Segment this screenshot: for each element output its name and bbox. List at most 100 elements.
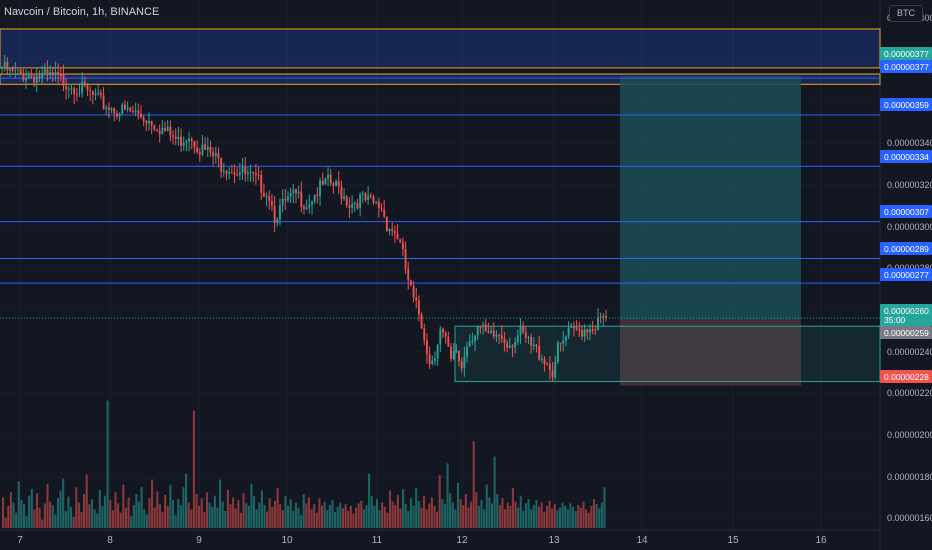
volume-bar [90,499,93,528]
candle-body [337,181,340,187]
volume-bar [498,505,501,528]
candle-body [185,141,188,143]
volume-bar [315,512,318,528]
range-box [454,325,881,383]
volume-bar [585,509,588,528]
volume-bar [517,507,520,528]
volume-bar [603,487,606,528]
candle-body [150,120,153,126]
x-tick-label: 8 [107,535,113,546]
volume-bar [545,505,548,528]
candle-body [180,136,182,146]
candle-body [35,75,38,83]
candle-body [228,172,231,174]
volume-bar [404,504,407,528]
candle-body [551,370,554,378]
price-marker-label: 0.00000377 [884,62,929,72]
candle-body [51,72,54,76]
symbol-header: Navcoin / Bitcoin, 1h, BINANCE [4,6,160,18]
volume-bar [509,505,512,528]
candle-body [295,189,297,194]
candle-body [305,207,308,210]
price-marker: 0.00000334 [880,150,932,163]
candle-body [57,71,60,75]
candle-body [356,202,359,209]
volume-bar [598,508,601,528]
candle-body [602,315,605,319]
candle-body [193,141,196,148]
x-tick-label: 13 [548,535,560,546]
candle-body [450,346,452,359]
candle-body [385,216,388,232]
volume-bar [334,511,337,528]
price-marker-bg [880,326,932,339]
currency-button[interactable]: BTC [889,5,923,22]
candle-body [538,346,541,360]
candle-body [492,330,495,337]
candle-body [361,193,364,195]
candle-body [94,93,97,95]
volume-bar [569,503,572,528]
target-zone [620,76,801,321]
volume-bar [331,499,334,528]
volume-bar [75,487,78,528]
candle-body [110,108,113,111]
volume-bar [415,488,418,528]
volume-bar [530,509,533,528]
candle-body [581,330,583,337]
x-tick-label: 15 [727,535,739,546]
volume-bar [205,492,209,528]
volume-bar [164,494,167,528]
volume-bar [391,501,394,528]
volume-bar [284,495,287,528]
y-tick-label: 0.00000340 [887,138,932,148]
candle-body [452,351,455,359]
volume-bar [433,505,436,528]
candle-body [115,113,118,117]
candle-body [575,327,578,330]
candle-body [118,113,121,117]
volume-bar [106,400,109,528]
candle-body [578,329,581,331]
volume-bar [464,494,467,528]
volume-bar [279,504,282,528]
price-marker: 0.00000228 [880,370,932,383]
candle-body [431,360,434,364]
volume-bar [532,505,535,528]
volume-bar [527,499,530,528]
volume-bar [143,509,146,528]
candle-body [327,174,329,179]
candle-body [156,129,158,131]
candle-body [399,239,402,243]
candle-body [594,329,597,331]
volume-bar [158,504,161,528]
volume-bar [302,494,305,528]
volume-bar [362,509,365,528]
volume-bar [456,482,460,528]
candle-body [380,208,383,210]
candle-body [97,92,100,94]
candle-body [212,152,215,157]
candle-body [206,146,209,150]
volume-bar [313,504,316,528]
volume-bar [49,501,52,528]
volume-bar [587,512,590,528]
price-marker-countdown: 35:00 [884,315,906,325]
volume-bar [161,511,164,528]
volume-bar [153,507,156,528]
price-marker-label: 0.00000259 [884,328,929,338]
volume-bar [15,512,18,528]
price-marker-bg [880,205,932,218]
x-tick-label: 9 [196,535,202,546]
candle-body [359,194,362,209]
candle-body [300,191,303,207]
candle-body [479,326,482,328]
volume-bar [352,513,355,528]
volume-bar [454,509,457,528]
volume-bar [98,489,101,528]
candle-body [458,350,460,362]
price-marker-label: 0.00000260 [884,306,929,316]
candle-body [113,108,116,114]
volume-bar [127,497,130,528]
